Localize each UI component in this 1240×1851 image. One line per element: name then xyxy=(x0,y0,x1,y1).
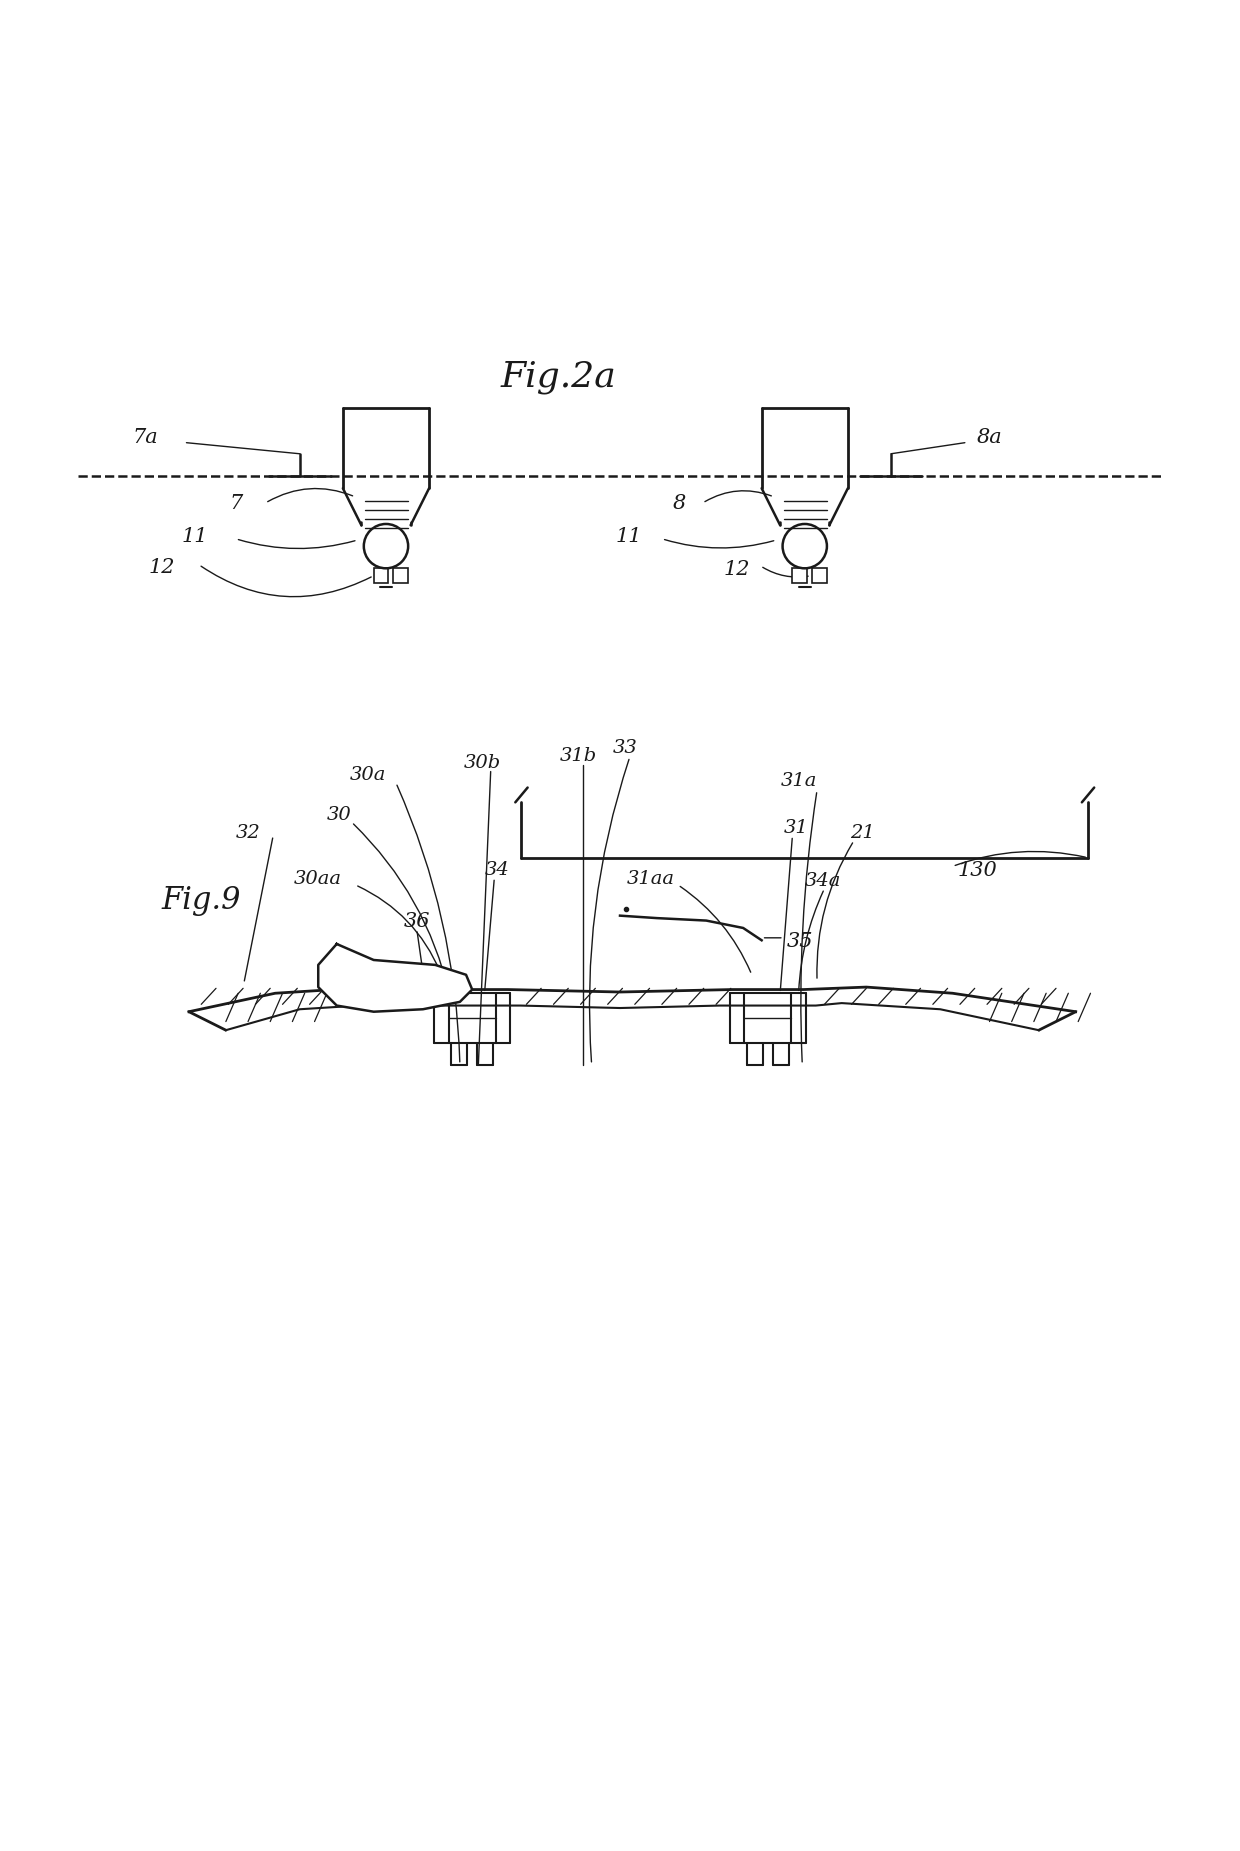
FancyArrowPatch shape xyxy=(780,839,792,990)
FancyArrowPatch shape xyxy=(353,824,449,994)
FancyArrowPatch shape xyxy=(485,881,494,990)
FancyArrowPatch shape xyxy=(589,759,629,1062)
Text: 7: 7 xyxy=(229,494,242,513)
Polygon shape xyxy=(319,944,472,1012)
FancyArrowPatch shape xyxy=(238,540,355,548)
FancyArrowPatch shape xyxy=(763,566,808,578)
Text: 7a: 7a xyxy=(133,428,159,448)
Text: 8: 8 xyxy=(672,494,686,513)
Text: 31aa: 31aa xyxy=(626,870,675,888)
Text: 31a: 31a xyxy=(780,772,817,790)
Text: 30aa: 30aa xyxy=(294,870,342,888)
Text: 11: 11 xyxy=(182,528,208,546)
Text: Fig.2a: Fig.2a xyxy=(501,361,616,394)
Text: 33: 33 xyxy=(613,739,637,757)
Text: 30a: 30a xyxy=(350,766,386,785)
Text: 36: 36 xyxy=(403,913,430,931)
FancyArrowPatch shape xyxy=(397,785,460,1062)
FancyArrowPatch shape xyxy=(801,792,817,1062)
Text: 12: 12 xyxy=(149,557,175,576)
FancyArrowPatch shape xyxy=(681,887,750,972)
FancyBboxPatch shape xyxy=(393,568,408,583)
Text: 130: 130 xyxy=(957,861,997,879)
FancyBboxPatch shape xyxy=(373,568,388,583)
Text: 21: 21 xyxy=(851,824,875,842)
Text: 30: 30 xyxy=(327,805,352,824)
FancyArrowPatch shape xyxy=(665,540,774,548)
Text: 31b: 31b xyxy=(559,746,596,764)
FancyArrowPatch shape xyxy=(357,887,440,972)
Text: Fig.9: Fig.9 xyxy=(161,885,241,916)
Text: 8a: 8a xyxy=(977,428,1002,448)
Text: 11: 11 xyxy=(615,528,642,546)
Text: 34a: 34a xyxy=(805,872,842,890)
FancyArrowPatch shape xyxy=(817,842,853,977)
FancyArrowPatch shape xyxy=(417,931,423,970)
FancyArrowPatch shape xyxy=(268,489,352,502)
FancyBboxPatch shape xyxy=(792,568,807,583)
FancyArrowPatch shape xyxy=(799,890,823,990)
Text: 31: 31 xyxy=(784,820,808,837)
FancyBboxPatch shape xyxy=(812,568,827,583)
Text: 35: 35 xyxy=(786,933,812,951)
FancyArrowPatch shape xyxy=(201,566,371,596)
FancyArrowPatch shape xyxy=(704,491,771,502)
FancyArrowPatch shape xyxy=(955,851,1085,866)
Text: 34: 34 xyxy=(485,861,510,879)
Text: 12: 12 xyxy=(724,561,750,579)
Text: 30b: 30b xyxy=(464,753,501,772)
Text: 32: 32 xyxy=(236,824,260,842)
